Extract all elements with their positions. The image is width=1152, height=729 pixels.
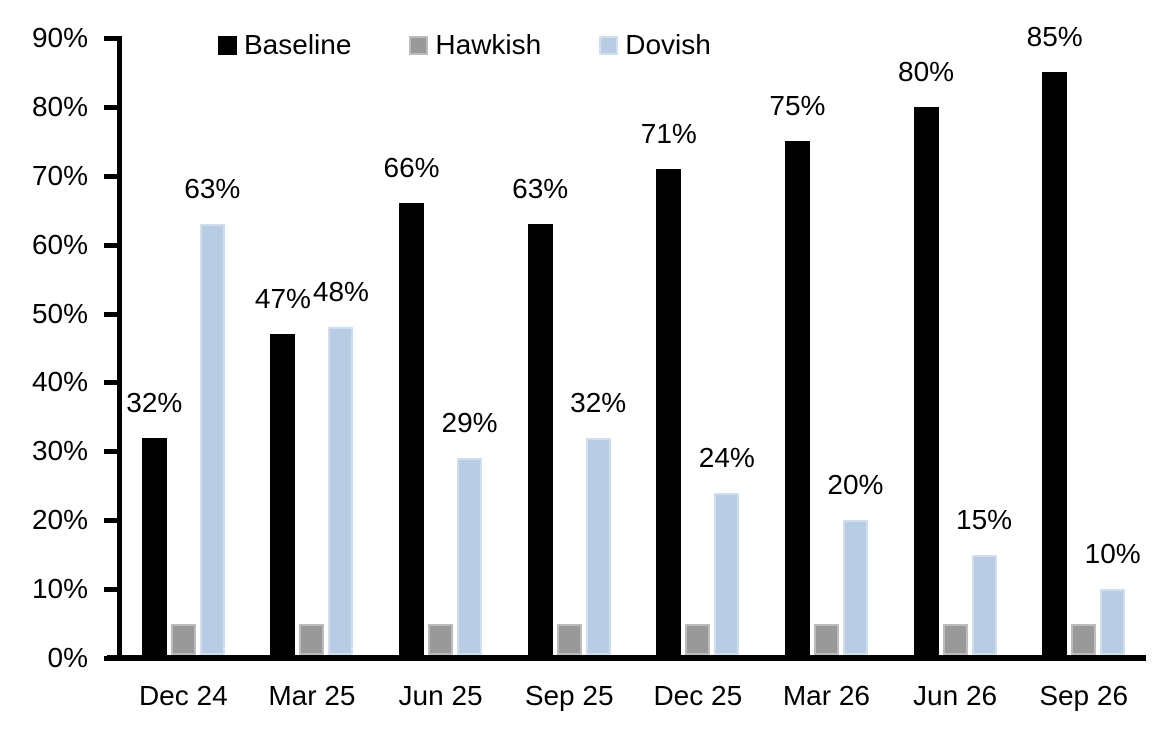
x-axis-label-jun-26: Jun 26 <box>913 680 998 711</box>
y-axis-tick <box>104 243 118 248</box>
data-label-baseline-dec-25: 71% <box>640 118 697 149</box>
bar-group-sep-26: 85% 10% <box>1019 0 1148 655</box>
plot-area: 32% 63% 47% 48% 66% 29% 63% 32% 71% 24% 75% 20% 80% 1… <box>119 0 1148 655</box>
data-label-baseline-dec-24: 32% <box>126 387 183 418</box>
data-label-baseline-mar-25: 47% <box>254 283 311 314</box>
legend-item-hawkish: Hawkish <box>409 29 542 61</box>
y-axis-tick <box>104 380 118 385</box>
bar-group-mar-25: 47% 48% <box>248 0 377 655</box>
bar-baseline-dec-25: 71% <box>641 120 697 655</box>
bar-hawkish-mar-26 <box>813 624 839 655</box>
bar-group-jun-25: 66% 29% <box>376 0 505 655</box>
data-label-dovish-jun-25: 29% <box>441 407 498 438</box>
legend-label-dovish: Dovish <box>625 29 711 60</box>
bar-group-dec-25: 71% 24% <box>634 0 763 655</box>
x-axis-label-sep-26: Sep 26 <box>1039 680 1129 711</box>
bar-dovish-jun-25: 29% <box>442 409 498 655</box>
bar-dovish-mar-26: 20% <box>827 471 883 655</box>
y-axis-tick <box>104 449 118 454</box>
bar-baseline-dec-24: 32% <box>126 389 182 655</box>
y-axis-tick-label: 30% <box>31 435 88 466</box>
data-label-baseline-mar-26: 75% <box>769 90 826 121</box>
bar-dovish-sep-25: 32% <box>570 389 626 655</box>
y-axis-tick <box>104 36 118 41</box>
x-axis-line <box>107 655 1146 661</box>
y-axis-tick-label: 50% <box>31 298 88 329</box>
chart-legend: Baseline Hawkish Dovish <box>218 29 711 61</box>
bar-baseline-jun-25: 66% <box>384 154 440 655</box>
y-axis-tick-label: 40% <box>31 366 88 397</box>
y-axis-tick <box>104 105 118 110</box>
y-axis-tick-label: 90% <box>31 22 88 53</box>
legend-swatch-baseline <box>218 35 237 55</box>
y-axis-tick-label: 20% <box>31 504 88 535</box>
y-axis-tick <box>104 587 118 592</box>
legend-swatch-dovish <box>599 35 619 55</box>
y-axis-line <box>117 36 122 658</box>
y-axis-tick-label: 10% <box>31 573 88 604</box>
bar-hawkish-jun-25 <box>428 624 454 655</box>
bar-hawkish-dec-24 <box>170 624 196 655</box>
data-label-baseline-sep-26: 85% <box>1026 21 1083 52</box>
bar-hawkish-sep-25 <box>556 624 582 655</box>
y-axis-tick-label: 60% <box>31 229 88 260</box>
data-label-dovish-sep-26: 10% <box>1084 538 1141 569</box>
x-axis-label-dec-25: Dec 25 <box>653 680 743 711</box>
legend-item-dovish: Dovish <box>599 29 711 61</box>
data-label-dovish-sep-25: 32% <box>570 387 627 418</box>
x-axis-label-jun-25: Jun 25 <box>398 680 483 711</box>
bar-baseline-mar-26: 75% <box>769 92 825 655</box>
y-axis-tick <box>104 518 118 523</box>
bar-hawkish-jun-26 <box>942 624 968 655</box>
bar-baseline-sep-26: 85% <box>1027 23 1083 655</box>
bar-hawkish-sep-26 <box>1071 624 1097 655</box>
data-label-dovish-dec-25: 24% <box>698 442 755 473</box>
y-axis-tick <box>104 312 118 317</box>
bar-hawkish-dec-25 <box>685 624 711 655</box>
legend-item-baseline: Baseline <box>218 29 352 61</box>
data-label-baseline-sep-25: 63% <box>512 173 569 204</box>
data-label-dovish-jun-26: 15% <box>956 504 1013 535</box>
y-axis-tick <box>104 174 118 179</box>
bar-hawkish-mar-25 <box>299 624 325 655</box>
data-label-baseline-jun-25: 66% <box>383 152 440 183</box>
x-axis-label-mar-26: Mar 26 <box>782 680 871 711</box>
y-axis-tick-label: 80% <box>31 91 88 122</box>
legend-label-hawkish: Hawkish <box>435 29 542 60</box>
y-axis-tick-label: 0% <box>47 642 88 673</box>
bar-dovish-dec-24: 63% <box>184 175 240 655</box>
legend-label-baseline: Baseline <box>244 29 352 60</box>
bar-dovish-jun-26: 15% <box>956 506 1012 655</box>
bar-baseline-mar-25: 47% <box>255 285 311 655</box>
data-label-dovish-mar-25: 48% <box>312 276 369 307</box>
bar-dovish-dec-25: 24% <box>699 444 755 655</box>
bar-group-sep-25: 63% 32% <box>505 0 634 655</box>
bar-dovish-mar-25: 48% <box>313 278 369 655</box>
x-axis-labels: Dec 24 Mar 25 Jun 25 Sep 25 Dec 25 Mar 26 Jun … <box>119 681 1148 711</box>
bar-baseline-jun-26: 80% <box>898 58 954 655</box>
bar-dovish-sep-26: 10% <box>1085 540 1141 655</box>
y-axis-tick-label: 70% <box>31 160 88 191</box>
x-axis-label-mar-25: Mar 25 <box>268 680 356 711</box>
bar-group-jun-26: 80% 15% <box>891 0 1020 655</box>
x-axis-label-dec-24: Dec 24 <box>138 680 228 711</box>
data-label-baseline-jun-26: 80% <box>898 56 955 87</box>
bar-group-dec-24: 32% 63% <box>119 0 248 655</box>
x-axis-label-sep-25: Sep 25 <box>524 680 614 711</box>
data-label-dovish-mar-26: 20% <box>827 469 884 500</box>
data-label-dovish-dec-24: 63% <box>184 173 241 204</box>
legend-swatch-hawkish <box>409 35 429 55</box>
bar-baseline-sep-25: 63% <box>512 175 568 655</box>
bar-group-mar-26: 75% 20% <box>762 0 891 655</box>
